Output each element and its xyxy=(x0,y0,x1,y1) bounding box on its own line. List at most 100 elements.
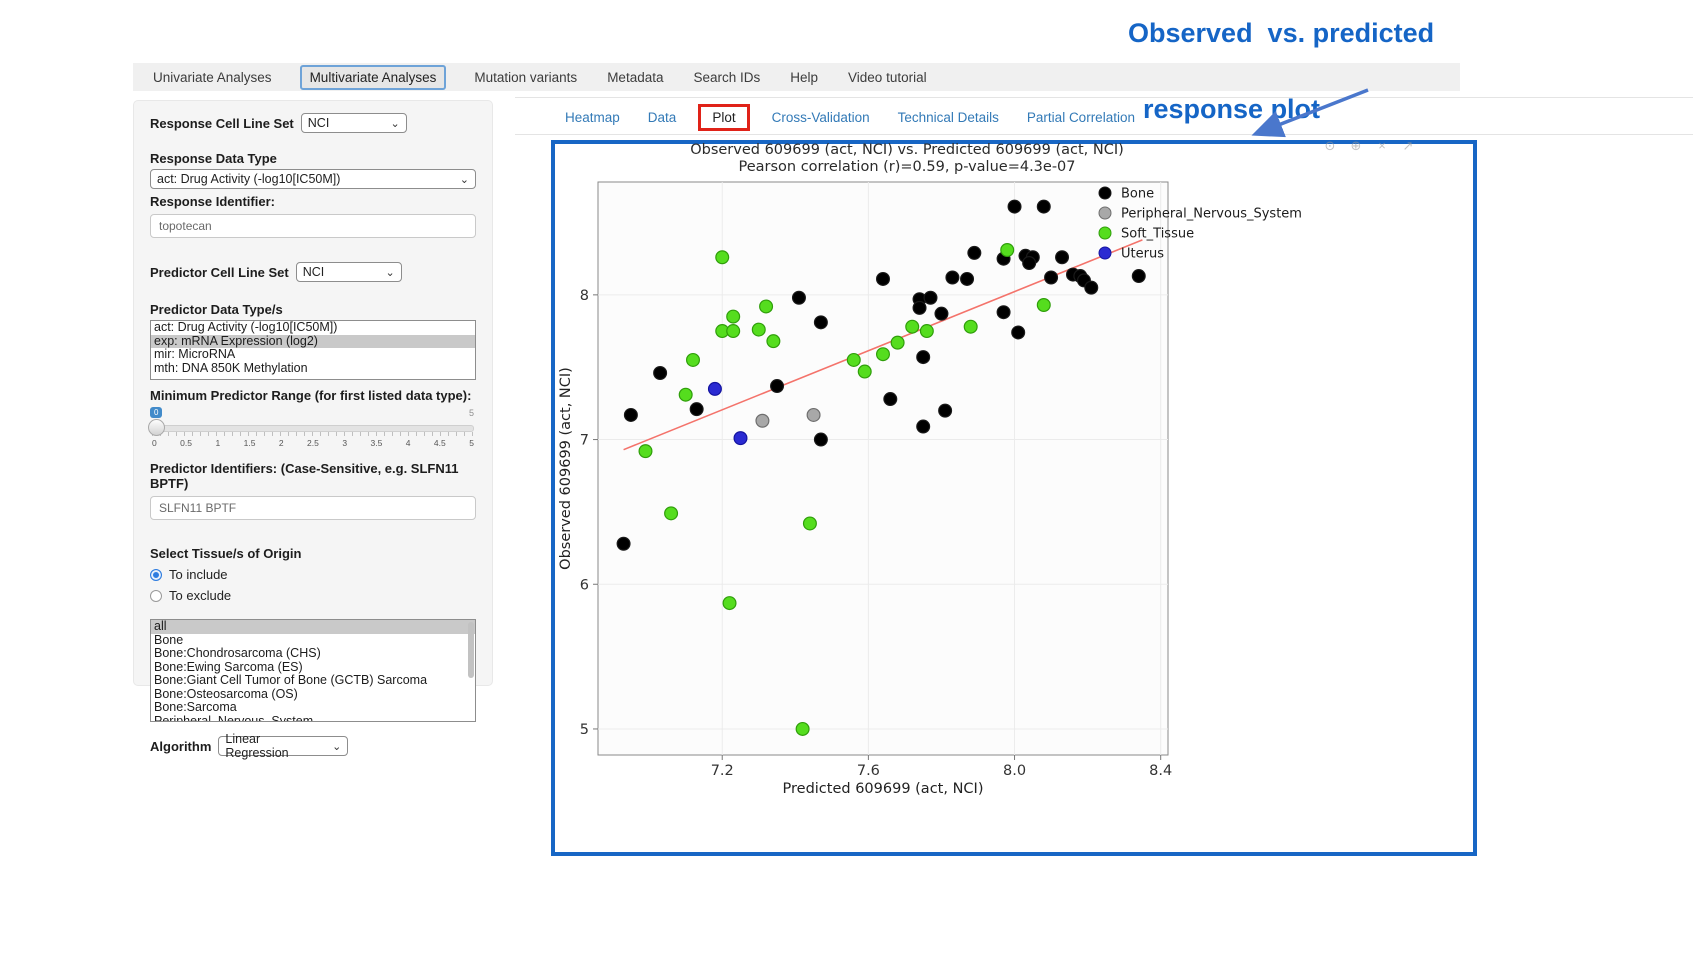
data-point-bone xyxy=(1055,250,1070,265)
slider-track[interactable] xyxy=(152,425,474,432)
data-point-soft_tissue xyxy=(715,250,730,265)
list-option[interactable]: exp: mRNA Expression (log2) xyxy=(151,334,475,348)
data-point-soft_tissue xyxy=(802,516,817,531)
camera-icon[interactable]: ⊙ xyxy=(1325,138,1336,153)
legend-label-soft_tissue[interactable]: Soft_Tissue xyxy=(1121,227,1194,242)
data-point-bone xyxy=(875,271,890,286)
subtab-partial-correlation[interactable]: Partial Correlation xyxy=(1026,109,1135,125)
list-option[interactable]: Bone xyxy=(154,632,184,647)
data-point-bone xyxy=(996,305,1011,320)
data-point-soft_tissue xyxy=(759,299,774,314)
legend-swatch-uterus[interactable] xyxy=(1098,246,1112,260)
response-data-type-select[interactable]: act: Drug Activity (-log10[IC50M]) ⌄ xyxy=(150,169,476,189)
slider-tick-label: 5 xyxy=(469,438,474,448)
chevron-down-icon: ⌄ xyxy=(390,117,400,130)
data-point-soft_tissue xyxy=(678,387,693,402)
legend-swatch-peripheral_nervous_system[interactable] xyxy=(1098,206,1112,220)
nav-tab-mutation-variants[interactable]: Mutation variants xyxy=(474,69,578,85)
data-point-uterus xyxy=(707,381,722,396)
y-tick-label: 6 xyxy=(580,577,589,593)
list-option[interactable]: mth: DNA 850K Methylation xyxy=(154,360,308,375)
analysis-sidebar: Response Cell Line Set NCI ⌄ Response Da… xyxy=(133,100,493,760)
close-icon[interactable]: × xyxy=(1378,138,1386,153)
data-point-bone xyxy=(967,245,982,260)
predictor-data-types-listbox[interactable]: act: Drug Activity (-log10[IC50M]) exp: m… xyxy=(150,320,476,380)
data-point-bone xyxy=(1011,325,1026,340)
scrollbar-thumb[interactable] xyxy=(468,622,474,678)
data-point-soft_tissue xyxy=(685,352,700,367)
list-option[interactable]: mir: MicroRNA xyxy=(154,347,236,361)
legend-label-uterus[interactable]: Uterus xyxy=(1121,247,1164,262)
legend-swatch-soft_tissue[interactable] xyxy=(1098,226,1112,240)
nav-tab-help[interactable]: Help xyxy=(790,69,819,85)
data-point-soft_tissue xyxy=(722,596,737,611)
annotation-line1: Observed vs. predicted xyxy=(1128,18,1435,48)
data-point-bone xyxy=(770,379,785,394)
subtab-technical-details[interactable]: Technical Details xyxy=(897,109,999,125)
content-top-divider xyxy=(515,97,1693,98)
algorithm-value: Linear Regression xyxy=(225,732,289,760)
radio-label: To exclude xyxy=(169,588,232,603)
predictor-identifiers-input[interactable]: SLFN11 BPTF xyxy=(150,496,476,520)
list-option[interactable]: Bone:Chondrosarcoma (CHS) xyxy=(154,646,321,660)
subtab-plot[interactable]: Plot xyxy=(698,103,750,131)
data-point-bone xyxy=(912,300,927,315)
legend-swatch-bone[interactable] xyxy=(1098,186,1112,200)
subtab-cross-validation[interactable]: Cross-Validation xyxy=(771,109,870,125)
subtab-heatmap[interactable]: Heatmap xyxy=(565,109,620,125)
x-tick-label: 7.6 xyxy=(857,763,880,779)
chevron-down-icon: ⌄ xyxy=(459,173,469,186)
slider-tick-label: 2 xyxy=(278,438,284,448)
data-point-bone xyxy=(916,419,931,434)
list-option[interactable]: Peripheral_Nervous_System xyxy=(154,713,314,722)
top-navbar: Univariate Analyses Multivariate Analyses… xyxy=(133,63,1460,91)
slider-tick-label: 2.5 xyxy=(307,438,319,448)
slider-tick-label: 0.5 xyxy=(180,438,192,448)
legend-label-bone[interactable]: Bone xyxy=(1121,187,1154,202)
predictor-cell-line-set-select[interactable]: NCI ⌄ xyxy=(295,262,402,282)
data-point-soft_tissue xyxy=(963,319,978,334)
data-point-peripheral_nervous_system xyxy=(806,407,821,422)
zoom-icon[interactable]: ⊕ xyxy=(1351,138,1362,153)
list-option[interactable]: act: Drug Activity (-log10[IC50M]) xyxy=(154,320,338,334)
subtab-data[interactable]: Data xyxy=(647,109,677,125)
radio-label: To include xyxy=(169,567,228,582)
list-option[interactable]: Bone:Osteosarcoma (OS) xyxy=(154,686,298,701)
x-tick-label: 8.0 xyxy=(1003,763,1026,779)
slider-tick-label: 1 xyxy=(215,438,221,448)
slider-tick-label: 3.5 xyxy=(370,438,383,448)
legend-label-peripheral_nervous_system[interactable]: Peripheral_Nervous_System xyxy=(1121,207,1302,222)
data-point-soft_tissue xyxy=(905,319,920,334)
nav-tab-multivariate-analyses[interactable]: Multivariate Analyses xyxy=(299,64,447,90)
predictor-cell-line-set-value: NCI xyxy=(302,265,325,279)
radio-button[interactable] xyxy=(150,589,162,602)
radio-button[interactable] xyxy=(150,568,162,581)
nav-tab-search-ids[interactable]: Search IDs xyxy=(693,69,761,85)
predictor-data-types-label: Predictor Data Type/s xyxy=(150,302,283,317)
list-option[interactable]: Bone:Giant Cell Tumor of Bone (GCTB) Sar… xyxy=(154,673,428,687)
x-tick-label: 8.4 xyxy=(1149,763,1172,779)
list-option[interactable]: Bone:Ewing Sarcoma (ES) xyxy=(154,659,303,674)
response-data-type-label: Response Data Type xyxy=(150,151,277,166)
data-point-soft_tissue xyxy=(875,347,890,362)
data-point-bone xyxy=(813,432,828,447)
data-point-soft_tissue xyxy=(726,324,741,339)
algorithm-select[interactable]: Linear Regression ⌄ xyxy=(218,732,349,760)
data-point-soft_tissue xyxy=(1000,243,1015,258)
list-option[interactable]: Bone:Sarcoma xyxy=(154,700,237,714)
response-cell-line-set-select[interactable]: NCI ⌄ xyxy=(300,113,407,133)
data-point-soft_tissue xyxy=(846,352,861,367)
nav-tab-univariate-analyses[interactable]: Univariate Analyses xyxy=(153,69,272,85)
slider-tick-label: 3 xyxy=(342,438,348,448)
slider-handle[interactable] xyxy=(148,419,165,436)
nav-tab-video-tutorial[interactable]: Video tutorial xyxy=(848,69,927,85)
data-point-soft_tissue xyxy=(751,322,766,337)
list-option[interactable]: all xyxy=(151,620,475,634)
slider-minor-ticks xyxy=(152,432,474,436)
nav-tab-metadata[interactable]: Metadata xyxy=(607,69,664,85)
tissue-origin-listbox[interactable]: all Bone Bone:Chondrosarcoma (CHS) Bone:Ewi… xyxy=(150,619,476,722)
slider-max-label: 5 xyxy=(468,408,474,418)
slider-tick-label: 4 xyxy=(405,438,411,448)
response-identifier-input[interactable]: topotecan xyxy=(150,214,476,238)
expand-icon[interactable]: ↗ xyxy=(1403,138,1414,153)
